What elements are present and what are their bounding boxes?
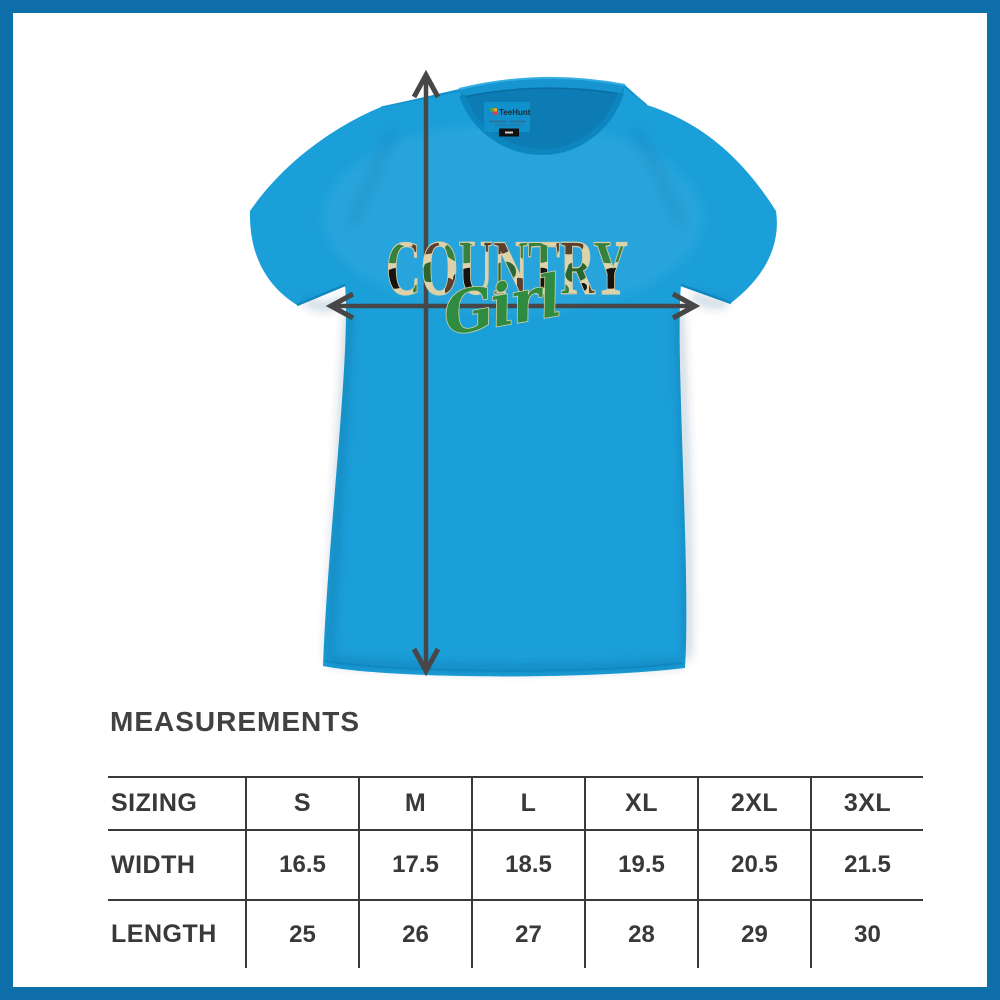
measure-arrows [325, 69, 701, 677]
table-header-l: L [471, 776, 584, 831]
table-header-3xl: 3XL [810, 776, 923, 831]
seams [296, 86, 732, 672]
tshirt-illustration: TeeHunt COUNTRY Girl [249, 69, 777, 677]
label-fineprint-line [489, 120, 506, 123]
table-cell: 17.5 [358, 831, 471, 901]
table-cell: 16.5 [245, 831, 358, 901]
table-cell: 26 [358, 901, 471, 968]
table-row-label-width: WIDTH [108, 831, 245, 901]
arrowhead-right-icon [671, 291, 701, 321]
collar-top-edge [458, 76, 626, 90]
sizing-table: SIZING S M L XL 2XL 3XL WIDTH 16.5 17.5 … [108, 776, 923, 968]
fabric-highlight [323, 123, 703, 313]
table-cell: 19.5 [584, 831, 697, 901]
table-row-label-length: LENGTH [111, 920, 217, 948]
table-cell: 18.5 [471, 831, 584, 901]
front-collar-rib [459, 92, 624, 156]
table-cell: 27 [471, 901, 584, 968]
table-cell: 25 [245, 901, 358, 968]
size-tab-text [505, 131, 513, 134]
table-header-m: M [358, 776, 471, 831]
table-cell: 20.5 [697, 831, 810, 901]
collar-band-edge [462, 87, 622, 98]
arrowhead-up-icon [411, 69, 441, 99]
label-fineprint-line [495, 124, 523, 126]
brand-name: TeeHunt [499, 108, 531, 117]
table-cell: 21.5 [810, 831, 923, 901]
arrowhead-down-icon [411, 647, 441, 677]
arrowhead-left-icon [325, 291, 355, 321]
table-cell: 29 [697, 901, 810, 968]
label-fineprint-line [510, 120, 526, 123]
table-cell: 28 [584, 901, 697, 968]
table-header-sizing: SIZING [108, 776, 245, 831]
table-header-2xl: 2XL [697, 776, 810, 831]
table-header-xl: XL [584, 776, 697, 831]
design-text-country: COUNTRY [386, 224, 628, 311]
measurements-heading: MEASUREMENTS [110, 706, 361, 737]
table-header-s: S [245, 776, 358, 831]
neck-label: TeeHunt [484, 102, 531, 137]
table-cell: 30 [810, 901, 923, 968]
